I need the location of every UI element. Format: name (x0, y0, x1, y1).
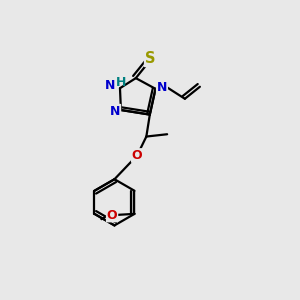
Text: S: S (145, 51, 155, 66)
Text: N: N (110, 105, 120, 118)
Text: O: O (132, 149, 142, 162)
Text: N: N (105, 79, 116, 92)
Text: O: O (107, 208, 117, 221)
Text: H: H (116, 76, 126, 89)
Text: N: N (157, 81, 167, 94)
